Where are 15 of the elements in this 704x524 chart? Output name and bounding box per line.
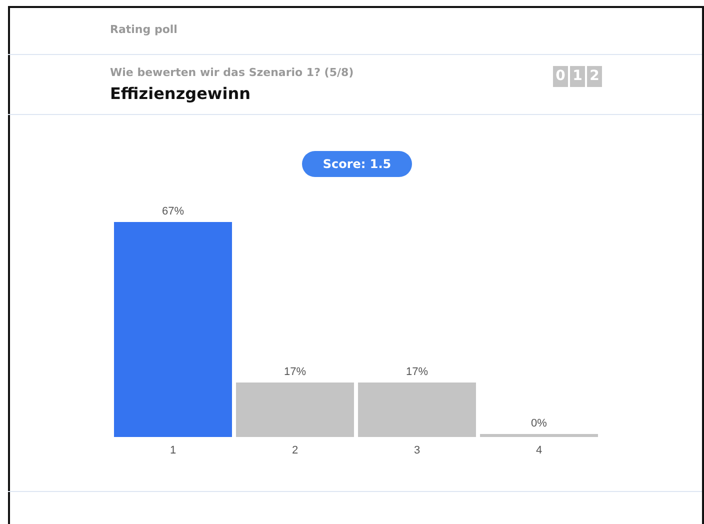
text: 1: [570, 66, 585, 87]
x-tick-label: 1: [170, 444, 176, 456]
x-tick-label: 2: [292, 444, 298, 456]
text: 0: [553, 66, 568, 87]
text: Rating poll: [110, 23, 178, 36]
data-label: 67%: [162, 206, 184, 218]
chart-title: Effizienzgewinn: [110, 84, 250, 103]
data-label: 17%: [284, 366, 306, 378]
data-label: 0%: [531, 418, 548, 430]
text: 2: [587, 66, 602, 87]
x-tick-label: 4: [536, 444, 542, 456]
chart-subtitle: Wie bewerten wir das Szenario 1? (5/8): [110, 66, 354, 79]
text: Score: 1.5: [302, 151, 412, 177]
data-label: 17%: [406, 366, 428, 378]
x-tick-label: 3: [414, 444, 420, 456]
